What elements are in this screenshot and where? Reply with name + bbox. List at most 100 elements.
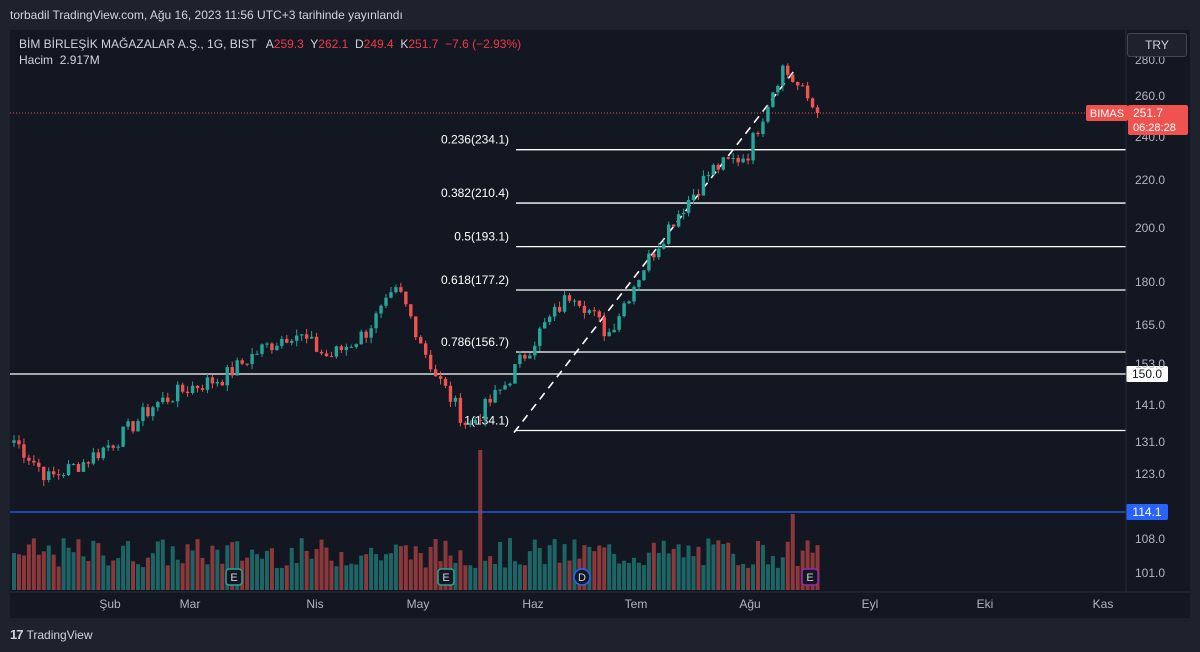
time-tick-label: Haz bbox=[522, 597, 543, 611]
candle-body bbox=[37, 462, 41, 467]
candle-body bbox=[151, 407, 155, 417]
volume-bar bbox=[815, 545, 820, 590]
candle-body bbox=[800, 85, 805, 87]
candle-body bbox=[32, 460, 36, 463]
volume-bar bbox=[428, 546, 433, 590]
volume-bar bbox=[532, 539, 537, 590]
candle-body bbox=[543, 322, 547, 329]
candle-body bbox=[681, 212, 686, 215]
volume-bar bbox=[676, 544, 681, 590]
volume-bar bbox=[96, 543, 101, 590]
volume-bar bbox=[121, 545, 126, 590]
candle-body bbox=[667, 224, 671, 244]
high-label: Y bbox=[310, 37, 319, 51]
volume-bar bbox=[369, 547, 374, 590]
candle-body bbox=[329, 356, 334, 358]
candle-body bbox=[463, 422, 468, 425]
candle-body bbox=[290, 340, 294, 343]
candle-body bbox=[334, 346, 339, 357]
candle-body bbox=[86, 462, 91, 464]
candle-body bbox=[156, 402, 160, 408]
candle-body bbox=[756, 132, 760, 135]
candle-body bbox=[508, 383, 512, 386]
volume-bar bbox=[324, 547, 329, 590]
candle-body bbox=[161, 397, 165, 403]
event-marker-label: E bbox=[806, 572, 813, 584]
candle-body bbox=[384, 297, 388, 306]
volume-bar bbox=[641, 565, 646, 590]
volume-bar bbox=[294, 562, 299, 590]
volume-bar bbox=[463, 565, 468, 590]
currency-button[interactable]: TRY bbox=[1127, 33, 1187, 57]
volume-legend: Hacim 2.917M bbox=[19, 53, 100, 67]
volume-bar bbox=[741, 563, 746, 590]
candle-body bbox=[676, 214, 681, 227]
candle-body bbox=[538, 328, 542, 346]
candle-body bbox=[706, 175, 711, 177]
volume-bar bbox=[354, 564, 359, 590]
candle-body bbox=[91, 452, 96, 464]
candle-body bbox=[146, 407, 150, 417]
candle-body bbox=[488, 398, 492, 403]
volume-bar bbox=[220, 563, 225, 590]
volume-bar bbox=[617, 563, 622, 590]
open-label: A bbox=[265, 37, 274, 51]
candle-body bbox=[61, 475, 66, 477]
candle-body bbox=[458, 397, 463, 423]
candle-body bbox=[766, 106, 770, 122]
candle-body bbox=[369, 328, 373, 338]
volume-bar bbox=[51, 554, 56, 590]
candle-body bbox=[185, 391, 190, 394]
volume-bar bbox=[418, 553, 423, 590]
trend-line-group bbox=[513, 66, 798, 434]
volume-bar bbox=[651, 542, 656, 590]
volume-bar bbox=[16, 554, 21, 590]
candle-body bbox=[419, 337, 423, 344]
volume-bar bbox=[309, 558, 314, 590]
time-tick-label: Eyl bbox=[862, 597, 879, 611]
candle-body bbox=[657, 248, 661, 258]
volume-bar bbox=[160, 539, 165, 590]
candle-body bbox=[751, 132, 755, 161]
volume-bar bbox=[433, 539, 438, 590]
candle-body bbox=[354, 344, 358, 347]
price-tick-label: 108.0 bbox=[1135, 532, 1165, 546]
volume-bar bbox=[91, 540, 96, 590]
volume-bar bbox=[746, 567, 751, 590]
volume-bar bbox=[731, 553, 736, 590]
time-tick-label: Ağu bbox=[739, 597, 760, 611]
fib-level-label: 0.236(234.1) bbox=[441, 133, 509, 147]
candle-body bbox=[617, 316, 621, 330]
candle-body bbox=[810, 98, 815, 108]
candle-body bbox=[473, 419, 477, 424]
candle-body bbox=[190, 385, 195, 394]
candle-body bbox=[255, 353, 259, 355]
volume-bar bbox=[210, 545, 215, 590]
volume-bar bbox=[31, 538, 36, 590]
volume-bar bbox=[140, 567, 145, 590]
time-tick-label: Şub bbox=[99, 597, 121, 611]
candle-body bbox=[547, 316, 552, 323]
chart-panel[interactable] bbox=[10, 30, 1190, 618]
volume-bar bbox=[483, 560, 488, 590]
candle-body bbox=[27, 457, 31, 461]
candle-body bbox=[116, 446, 120, 448]
volume-bar bbox=[627, 562, 632, 590]
symbol-tag-label: BIMAS bbox=[1090, 108, 1124, 120]
candle-body bbox=[428, 354, 433, 370]
candle-body bbox=[607, 332, 611, 337]
low-value: 249.4 bbox=[363, 37, 394, 51]
volume-bar bbox=[607, 544, 612, 590]
volume-bar bbox=[195, 539, 200, 590]
volume-bar bbox=[76, 539, 81, 590]
tradingview-logo[interactable]: 17 TradingView bbox=[10, 627, 93, 642]
candle-body bbox=[642, 270, 646, 281]
candle-body bbox=[701, 175, 706, 196]
candle-body bbox=[513, 364, 517, 384]
earnings-marker bbox=[225, 568, 243, 586]
price-tick-label: 131.0 bbox=[1135, 435, 1165, 449]
candle-body bbox=[404, 291, 408, 305]
volume-bar bbox=[537, 548, 542, 590]
